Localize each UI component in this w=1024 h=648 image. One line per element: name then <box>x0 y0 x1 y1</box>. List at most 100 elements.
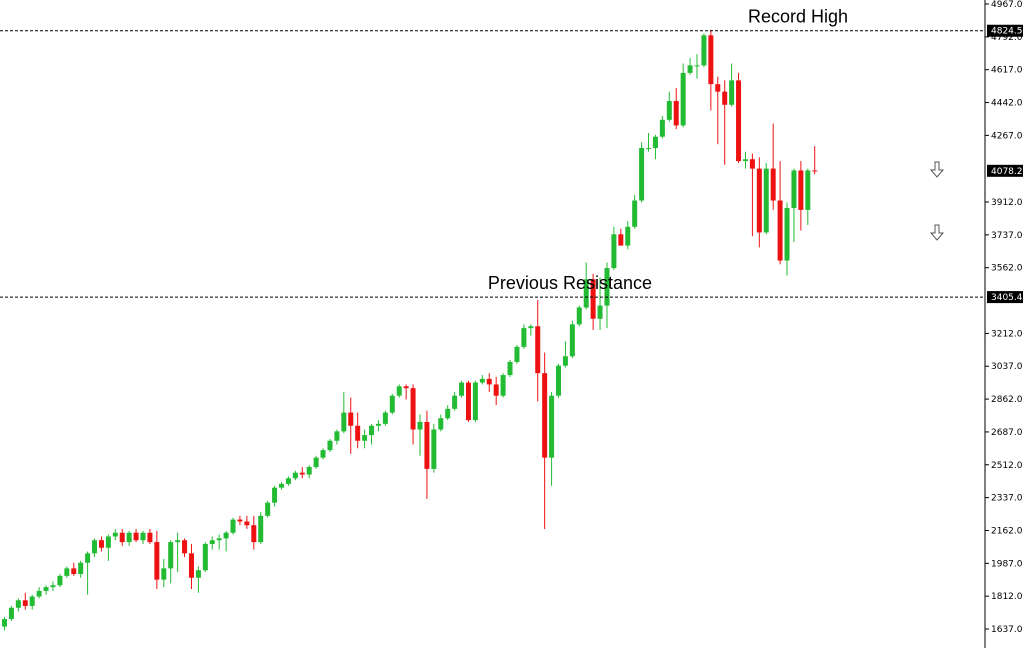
level-annotation: Record High <box>748 7 848 27</box>
candle <box>756 157 762 248</box>
candle <box>258 512 264 544</box>
candle-body <box>493 384 499 396</box>
price-label-box <box>987 164 1023 177</box>
price-axis: 4967.0 4792.0 4617.0 4442.0 4267.0 3912.0 3737… <box>984 0 1023 648</box>
candle <box>341 391 347 434</box>
candle <box>611 226 617 270</box>
candle <box>729 63 735 107</box>
candle <box>542 352 548 529</box>
candle-body <box>362 435 368 441</box>
candle-body <box>327 440 333 451</box>
candle <box>770 123 776 210</box>
candle <box>812 146 818 175</box>
candle <box>209 536 215 550</box>
candle-body <box>369 425 375 436</box>
candle-body <box>244 521 250 526</box>
candle <box>133 528 139 543</box>
candle <box>237 515 243 526</box>
candle-body <box>680 72 686 126</box>
candle <box>272 485 278 507</box>
candle-body <box>500 375 506 396</box>
candle-body <box>666 101 672 120</box>
candle <box>92 538 98 558</box>
candle <box>202 542 208 573</box>
candle-body <box>265 502 271 516</box>
candle <box>126 530 132 546</box>
candle-body <box>258 515 264 543</box>
candle-body <box>140 532 146 541</box>
candle-body <box>486 378 492 385</box>
candle <box>431 423 437 473</box>
candle <box>15 598 21 612</box>
candle <box>646 132 652 152</box>
candle-body <box>763 168 769 233</box>
candle-body <box>569 324 575 357</box>
candle <box>507 360 513 377</box>
candle-body <box>154 542 160 580</box>
candle-body <box>798 170 804 210</box>
candle <box>500 373 506 398</box>
candle <box>182 538 188 558</box>
candle <box>805 168 811 225</box>
y-tick-label: 3562.0 <box>991 264 1023 274</box>
y-tick-label: 2687.0 <box>991 428 1023 438</box>
candle-body <box>78 562 84 575</box>
candle-body <box>777 200 783 261</box>
y-tick-label: 3737.0 <box>991 231 1023 241</box>
candle <box>680 63 686 128</box>
candle-body <box>715 84 721 92</box>
candle <box>569 320 575 359</box>
candle <box>424 410 430 499</box>
candle <box>514 345 520 364</box>
candle <box>327 438 333 453</box>
candle-body <box>216 538 222 541</box>
candle-body <box>15 600 21 608</box>
candle <box>625 221 631 250</box>
candle <box>639 142 645 203</box>
level-annotation: Previous Resistance <box>488 273 652 293</box>
candle-body <box>279 483 284 488</box>
candle-body <box>562 356 568 366</box>
candle <box>188 543 194 590</box>
candle <box>438 414 444 432</box>
candle-body <box>694 65 700 67</box>
candle-body <box>133 532 139 541</box>
candle-body <box>292 472 298 479</box>
candle <box>486 373 492 392</box>
candle-body <box>604 268 610 306</box>
candle-body <box>188 553 194 578</box>
candle <box>784 202 790 276</box>
candle-body <box>770 168 776 201</box>
candle <box>618 228 624 246</box>
candle-body <box>92 540 98 554</box>
candle-body <box>57 575 63 586</box>
candle-body <box>403 386 409 389</box>
y-tick-label: 3037.0 <box>991 362 1023 372</box>
candle <box>313 455 319 469</box>
horizontal-lines-layer: Record High Previous Resistance <box>0 7 985 298</box>
candle <box>763 162 769 235</box>
candle-body <box>382 412 388 424</box>
candle-body <box>237 519 243 522</box>
candle <box>265 500 271 518</box>
candle <box>479 375 485 385</box>
candle-body <box>126 532 132 543</box>
candle <box>452 391 458 411</box>
candle <box>521 324 527 349</box>
candle-body <box>98 540 104 548</box>
candle <box>223 530 229 552</box>
candle-body <box>396 386 402 396</box>
candle-body <box>812 170 818 172</box>
price-label-text: 4824.5 <box>991 27 1023 37</box>
y-tick-label: 2512.0 <box>991 461 1023 471</box>
candle-body <box>417 421 423 430</box>
candle-body <box>168 542 174 569</box>
candle-body <box>306 467 312 475</box>
candle-body <box>272 487 278 503</box>
candle-body <box>375 423 381 426</box>
candle-body <box>112 532 118 537</box>
candle-body <box>687 65 693 73</box>
candle <box>119 528 125 546</box>
candle <box>85 551 91 595</box>
